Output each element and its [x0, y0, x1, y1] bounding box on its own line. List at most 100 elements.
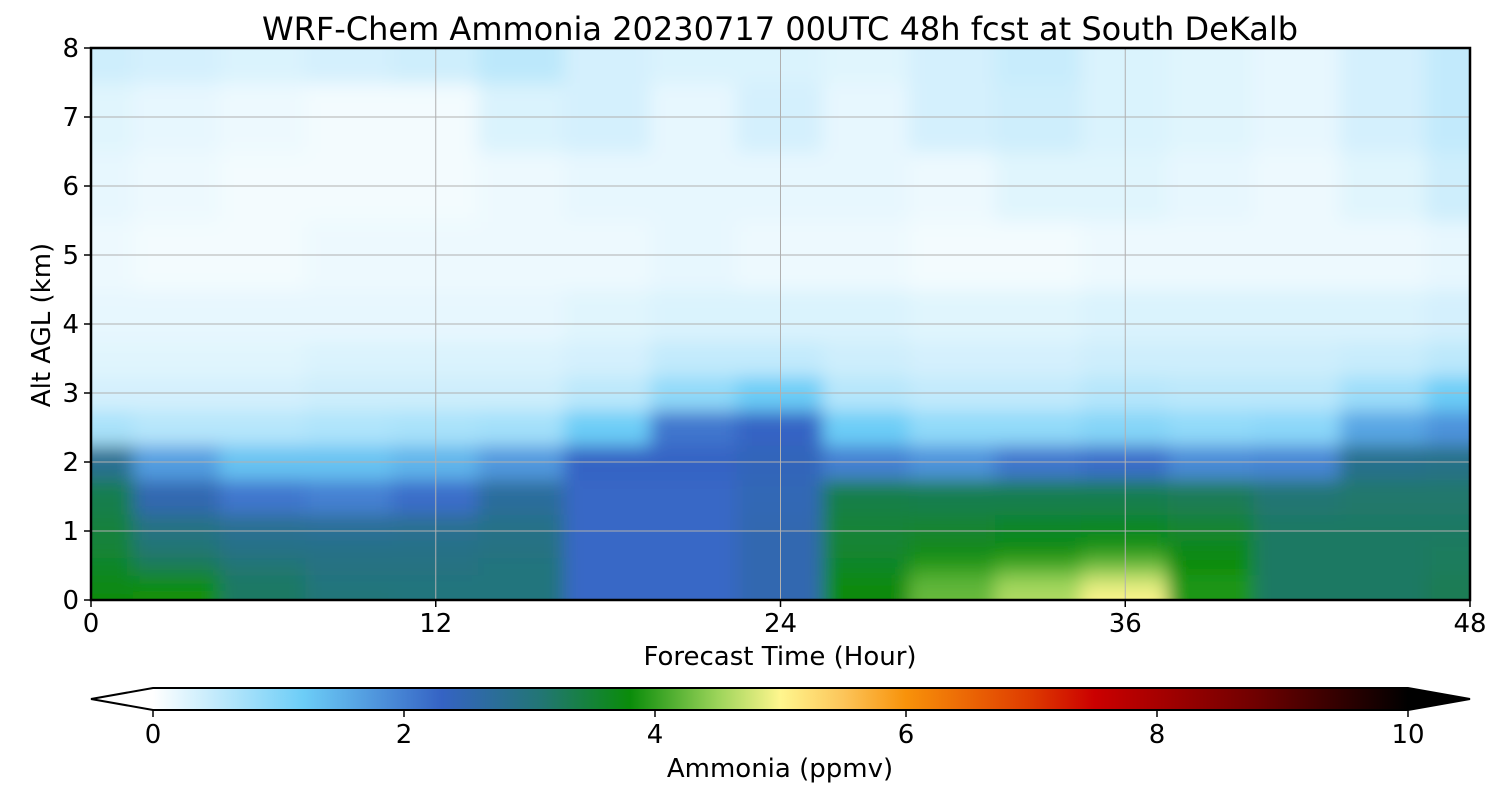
- heatmap-cell: [650, 538, 739, 558]
- heatmap-cell: [305, 590, 394, 600]
- heatmap-cell: [219, 590, 308, 600]
- heatmap-cell: [477, 573, 567, 593]
- heatmap-cell: [822, 538, 911, 558]
- heatmap-cell: [908, 512, 997, 541]
- heatmap-cell: [305, 409, 394, 446]
- heatmap-cell: [908, 288, 997, 343]
- heatmap-cell: [1167, 48, 1256, 84]
- heatmap-cell: [1253, 573, 1342, 593]
- heatmap-cell: [133, 555, 222, 576]
- heatmap-cell: [994, 573, 1084, 593]
- heatmap-cell: [650, 478, 739, 515]
- heatmap-cell: [91, 48, 136, 84]
- y-tick-label: 1: [62, 517, 79, 547]
- heatmap-cell: [564, 573, 653, 593]
- heatmap-cell: [1253, 512, 1342, 541]
- heatmap-cell: [91, 573, 136, 593]
- colorbar: 0 2 4 6 8 10 Ammonia (ppmv): [90, 687, 1471, 784]
- heatmap-cell: [1339, 573, 1428, 593]
- heatmap-cell: [1425, 288, 1470, 343]
- heatmap-cell: [1253, 590, 1342, 600]
- y-tick-label: 2: [62, 448, 79, 478]
- heatmap-cell: [650, 48, 739, 84]
- heatmap-cell: [564, 478, 653, 515]
- heatmap-cell: [1167, 478, 1256, 515]
- heatmap-cell: [908, 48, 997, 84]
- colorbar-tick-label: 4: [647, 720, 664, 750]
- y-axis-ticks: 0 1 2 3 4 5 6 7 8: [62, 34, 91, 616]
- heatmap-cell: [1253, 409, 1342, 446]
- heatmap-cell: [133, 409, 222, 446]
- colorbar-tick-label: 2: [396, 720, 413, 750]
- heatmap-cell: [1167, 555, 1256, 576]
- heatmap-cell: [91, 555, 136, 576]
- x-tick-label: 0: [83, 609, 100, 639]
- heatmap-cell: [1253, 538, 1342, 558]
- heatmap-cell: [650, 340, 739, 377]
- heatmap-cell: [564, 340, 653, 377]
- heatmap-cell: [908, 590, 997, 600]
- heatmap-cell: [305, 538, 394, 558]
- colorbar-tick-label: 6: [898, 720, 915, 750]
- x-axis-ticks: 0 12 24 36 48: [83, 600, 1487, 639]
- heatmap-cell: [564, 538, 653, 558]
- heatmap-cell: [133, 48, 222, 84]
- heatmap-cell: [1167, 590, 1256, 600]
- heatmap-cell: [1425, 512, 1470, 541]
- heatmap-cell: [1425, 555, 1470, 576]
- heatmap-cell: [305, 340, 394, 377]
- heatmap-cell: [650, 590, 739, 600]
- heatmap-cell: [994, 555, 1084, 576]
- heatmap-cell: [650, 288, 739, 343]
- y-tick-label: 6: [62, 172, 79, 202]
- heatmap-cell: [1339, 478, 1428, 515]
- heatmap-cell: [994, 478, 1084, 515]
- y-tick-label: 0: [62, 586, 79, 616]
- heatmap-cell: [133, 340, 222, 377]
- heatmap-cell: [91, 409, 136, 446]
- x-tick-label: 36: [1109, 609, 1142, 639]
- x-tick-label: 48: [1453, 609, 1486, 639]
- heatmap-cell: [994, 538, 1084, 558]
- y-tick-label: 8: [62, 34, 79, 64]
- heatmap-cell: [1339, 590, 1428, 600]
- heatmap-cell: [219, 538, 308, 558]
- heatmap-cell: [1167, 573, 1256, 593]
- heatmap-cell: [822, 555, 911, 576]
- heatmap-cell: [822, 48, 911, 84]
- heatmap-cell: [477, 409, 567, 446]
- heatmap-cell: [133, 478, 222, 515]
- heatmap-cell: [477, 555, 567, 576]
- heatmap-cell: [1167, 538, 1256, 558]
- heatmap-cell: [1425, 340, 1470, 377]
- chart-title: WRF-Chem Ammonia 20230717 00UTC 48h fcst…: [262, 10, 1298, 48]
- heatmap-cell: [1339, 288, 1428, 343]
- colorbar-ticks: 0 2 4 6 8 10: [145, 710, 1425, 750]
- heatmap-cell: [1167, 340, 1256, 377]
- heatmap-cell: [1339, 48, 1428, 84]
- heatmap-cell: [477, 340, 567, 377]
- x-tick-label: 24: [764, 609, 797, 639]
- heatmap-cell: [822, 409, 911, 446]
- grid-lines: [91, 48, 1470, 600]
- heatmap-cell: [91, 288, 136, 343]
- heatmap-cell: [908, 478, 997, 515]
- heatmap-cell: [1167, 288, 1256, 343]
- heatmap-cell: [1253, 340, 1342, 377]
- heatmap-cell: [822, 512, 911, 541]
- heatmap-cell: [994, 409, 1084, 446]
- heatmap-cell: [994, 48, 1084, 84]
- heatmap-cell: [219, 555, 308, 576]
- heatmap-cell: [564, 48, 653, 84]
- heatmap-cell: [650, 555, 739, 576]
- heatmap-cell: [1253, 478, 1342, 515]
- heatmap-cell: [133, 512, 222, 541]
- heatmap-cell: [650, 573, 739, 593]
- heatmap-cell: [91, 512, 136, 541]
- heatmap-cell: [908, 340, 997, 377]
- heatmap-cell: [219, 478, 308, 515]
- y-axis-label: Alt AGL (km): [27, 243, 57, 407]
- heatmap-cell: [908, 555, 997, 576]
- heatmap-cell: [219, 512, 308, 541]
- colorbar-tick-label: 8: [1149, 720, 1166, 750]
